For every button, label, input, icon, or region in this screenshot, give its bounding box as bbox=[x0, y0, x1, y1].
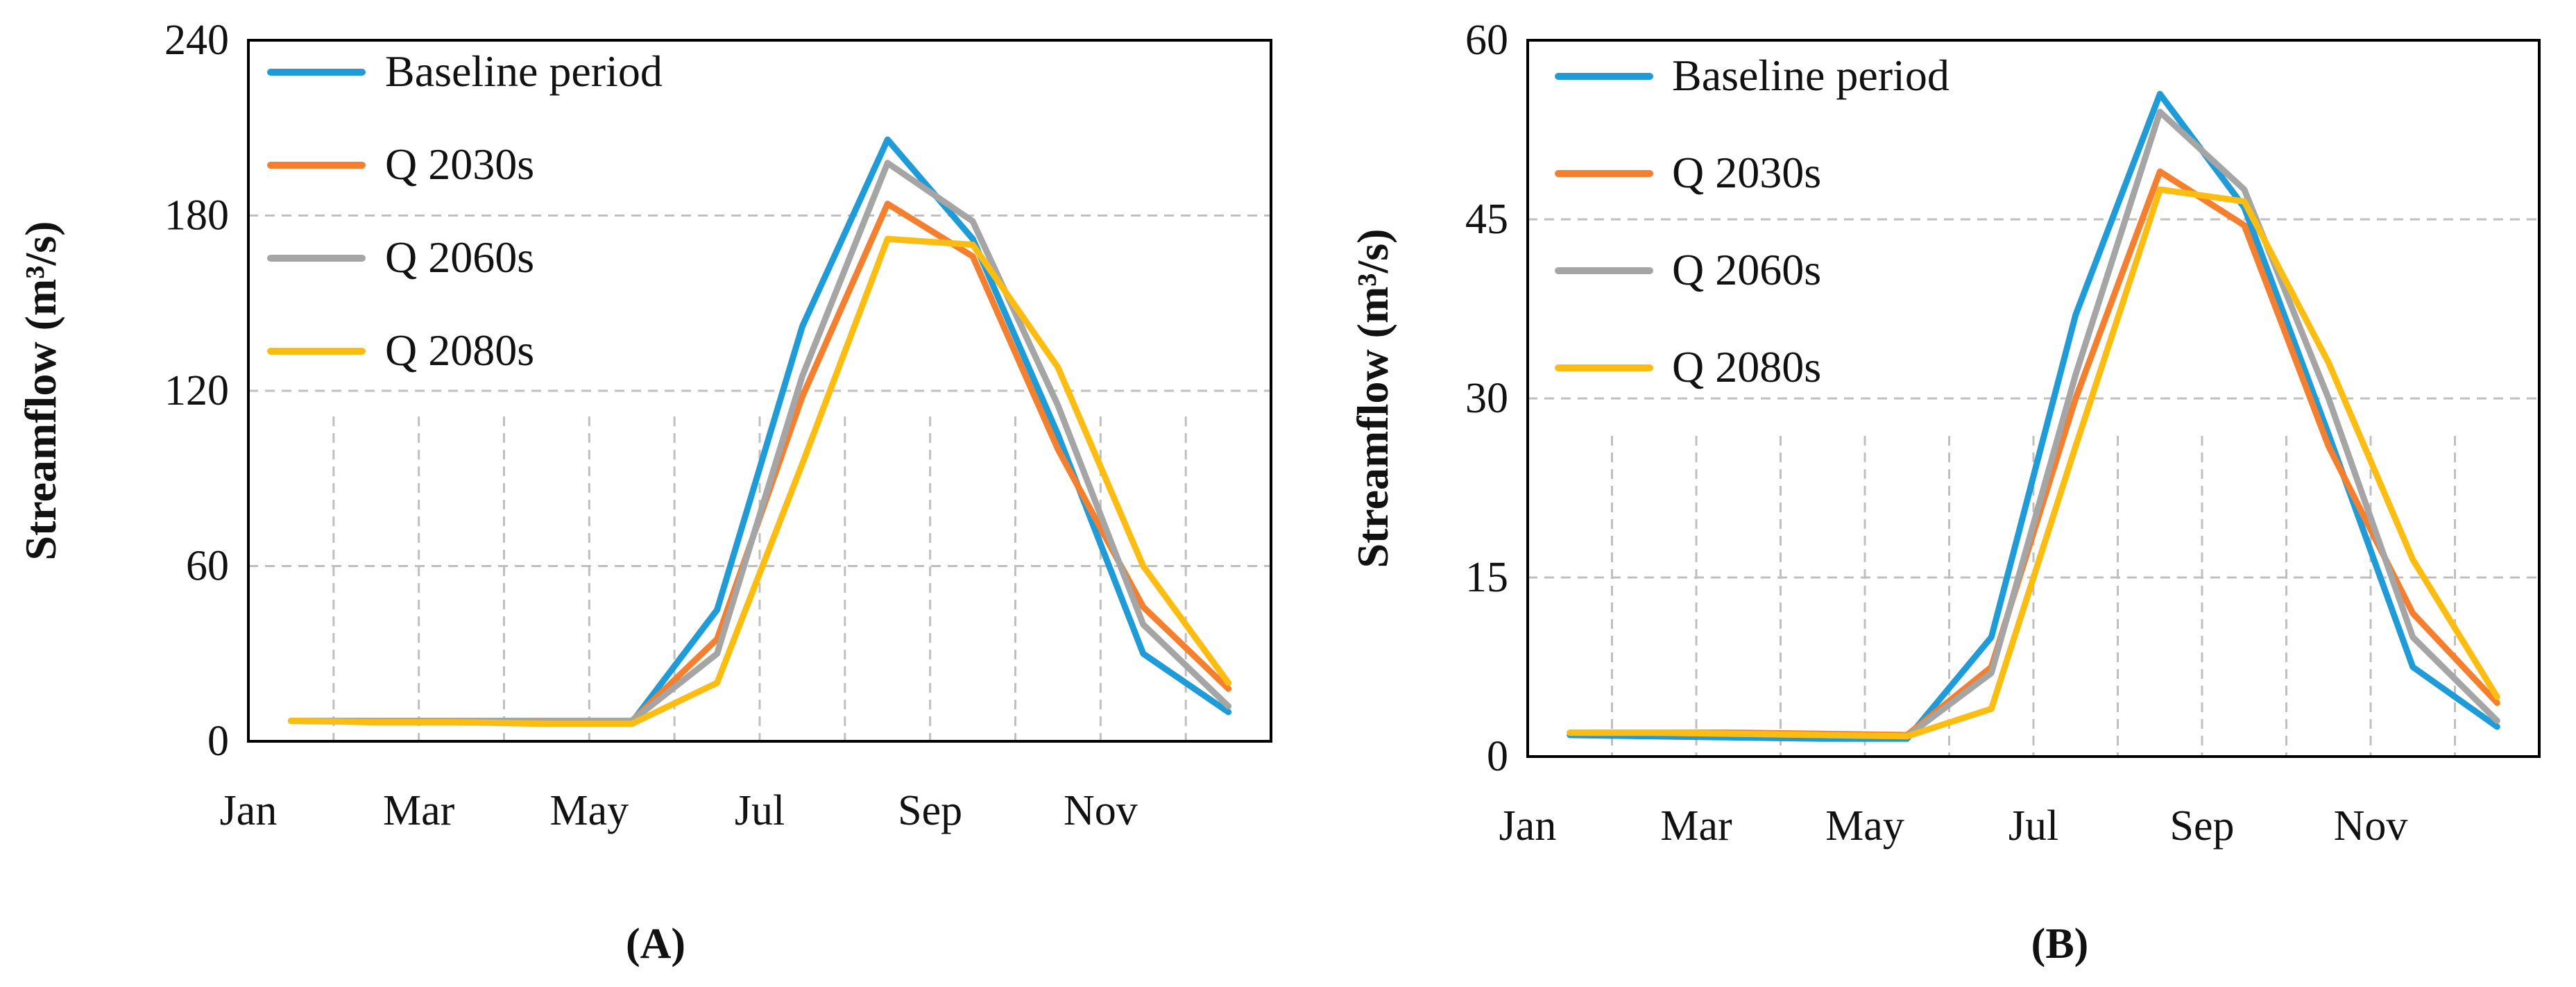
series-line-q-2080 bbox=[287, 235, 1232, 727]
legend-label-q2060: Q 2060s bbox=[1672, 245, 1821, 294]
y-tick-label: 180 bbox=[164, 192, 229, 239]
y-tick-label: 0 bbox=[207, 718, 229, 765]
x-tick-label: Nov bbox=[1064, 787, 1138, 834]
y-axis-ticks: 0 60 120 180 240 bbox=[164, 17, 229, 765]
panel-b: 0 15 30 45 60 Jan Mar May Jul Sep Nov Streamflow (m… bbox=[1348, 17, 2541, 968]
panel-a: 0 60 120 180 240 Jan Mar May Jul Sep Nov Streamflow… bbox=[16, 17, 1272, 968]
legend: Baseline period Q 2030s Q 2060s Q 2080s bbox=[1555, 51, 1950, 391]
y-tick-label: 60 bbox=[186, 543, 229, 590]
legend-label-q2080: Q 2080s bbox=[385, 326, 534, 375]
y-tick-label: 45 bbox=[1465, 196, 1508, 243]
x-tick-label: May bbox=[550, 787, 629, 834]
x-tick-label: Sep bbox=[898, 787, 962, 834]
vertical-gridlines bbox=[1611, 436, 2456, 757]
panel-label: (B) bbox=[2031, 920, 2089, 968]
y-tick-label: 240 bbox=[164, 17, 229, 64]
x-tick-label: Mar bbox=[1660, 802, 1732, 850]
y-tick-label: 30 bbox=[1465, 375, 1508, 422]
x-tick-label: Sep bbox=[2170, 802, 2235, 850]
series-lines bbox=[1567, 90, 2500, 742]
legend-label-baseline: Baseline period bbox=[385, 47, 663, 96]
legend-label-q2030: Q 2030s bbox=[1672, 148, 1821, 197]
x-tick-label: Jan bbox=[220, 787, 278, 834]
legend: Baseline period Q 2030s Q 2060s Q 2080s bbox=[267, 47, 663, 375]
legend-label-q2080: Q 2080s bbox=[1672, 342, 1821, 391]
legend-label-q2060: Q 2060s bbox=[385, 233, 534, 282]
y-axis-ticks: 0 15 30 45 60 bbox=[1465, 17, 1508, 780]
y-axis-label: Streamflow (m³/s) bbox=[16, 221, 65, 561]
x-tick-label: May bbox=[1825, 802, 1904, 850]
x-axis-ticks: Jan Mar May Jul Sep Nov bbox=[220, 787, 1138, 834]
x-tick-label: Jan bbox=[1499, 802, 1557, 850]
x-axis-ticks: Jan Mar May Jul Sep Nov bbox=[1499, 802, 2408, 850]
y-axis-label: Streamflow (m³/s) bbox=[1348, 229, 1397, 568]
x-tick-label: Jul bbox=[2008, 802, 2058, 850]
x-tick-label: Jul bbox=[735, 787, 785, 834]
y-tick-label: 120 bbox=[164, 367, 229, 414]
plot-frame bbox=[247, 39, 1272, 743]
y-tick-label: 15 bbox=[1465, 554, 1508, 601]
legend-label-baseline: Baseline period bbox=[1672, 51, 1950, 100]
panel-label: (A) bbox=[626, 920, 685, 968]
x-tick-label: Nov bbox=[2334, 802, 2408, 850]
x-tick-label: Mar bbox=[383, 787, 455, 834]
y-tick-label: 60 bbox=[1465, 17, 1508, 64]
horizontal-gridlines bbox=[248, 214, 1271, 567]
series-lines bbox=[287, 136, 1232, 727]
legend-label-q2030: Q 2030s bbox=[385, 140, 534, 189]
plot-frame bbox=[1526, 39, 2541, 758]
y-tick-label: 0 bbox=[1487, 733, 1508, 780]
series-line-q-2080 bbox=[1567, 186, 2500, 740]
